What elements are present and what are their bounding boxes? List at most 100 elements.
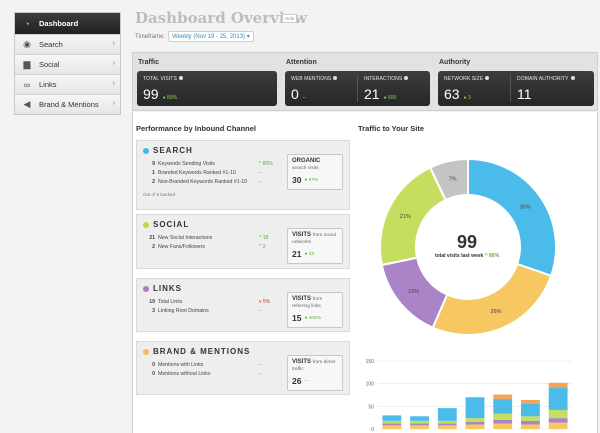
chain-link-icon: ∞ bbox=[23, 79, 31, 90]
bar-segment[interactable] bbox=[382, 420, 402, 424]
channel-card-brand-mentions[interactable]: BRAND & MENTIONS 0 Mentions with Links -- … bbox=[136, 341, 350, 395]
list-item: 1 Branded Keywords Ranked #1-10 -- bbox=[152, 169, 263, 176]
timeframe-label: Timeframe: bbox=[135, 33, 166, 40]
links-visits-box[interactable]: VISITS from referring links 15 ● 400% bbox=[287, 292, 343, 328]
channel-color-dot bbox=[143, 348, 149, 355]
bar-segment[interactable] bbox=[548, 382, 568, 388]
bar-segment[interactable] bbox=[521, 399, 540, 404]
bar-segment[interactable] bbox=[410, 423, 429, 426]
chevron-right-icon: › bbox=[112, 100, 115, 107]
timeframe-dropdown[interactable]: Weekly (Nov 19 - 25, 2013) ▾ bbox=[168, 31, 254, 42]
slice-label: 26% bbox=[491, 309, 502, 315]
channel-card-links[interactable]: LINKS 19 Total Links v 5% 3 Linking Root Do… bbox=[136, 278, 350, 332]
bar-segment[interactable] bbox=[437, 408, 457, 421]
slice-label: 7% bbox=[449, 177, 457, 183]
slice-label: 15% bbox=[408, 289, 419, 295]
donut-slice[interactable] bbox=[467, 157, 557, 278]
direct-visits-box[interactable]: VISITS from direct traffic 26 -- bbox=[287, 355, 343, 391]
sidebar-item-search[interactable]: ◉ Search › bbox=[15, 34, 120, 54]
social-visits-box[interactable]: VISITS from social networks 21 ● 13 bbox=[287, 228, 343, 264]
channel-card-search[interactable]: SEARCH 9 Keywords Sending Visits ^ 80% 1 Br… bbox=[136, 140, 350, 210]
attention-group-label: Attention bbox=[286, 59, 317, 66]
bar-segment[interactable] bbox=[465, 424, 485, 429]
info-icon bbox=[570, 76, 575, 80]
bar-segment[interactable] bbox=[493, 419, 513, 424]
bar-segment[interactable] bbox=[493, 399, 513, 414]
channel-name: LINKS bbox=[153, 284, 182, 293]
metric-delta: ● 600 bbox=[383, 95, 397, 101]
eye-icon: ◉ bbox=[23, 39, 31, 49]
donut-slice[interactable] bbox=[428, 157, 469, 202]
bar-segment[interactable] bbox=[410, 420, 429, 424]
bar-segment[interactable] bbox=[493, 423, 513, 429]
traffic-group-label: Traffic bbox=[138, 59, 160, 66]
info-icon bbox=[404, 76, 409, 80]
domain-authority-cell[interactable]: DOMAIN AUTHORITY 11 bbox=[511, 71, 594, 106]
channel-rows: 0 Mentions with Links -- 0 Mentions without… bbox=[143, 360, 283, 378]
info-icon bbox=[178, 76, 183, 80]
channel-rows: 21 New Social Interactions ^ 18 2 New Fans/… bbox=[143, 233, 283, 251]
metric-delta: ● 80% bbox=[162, 95, 178, 101]
box-value: 15 bbox=[292, 313, 302, 323]
metric-value: 0 bbox=[291, 86, 299, 102]
bar-segment[interactable] bbox=[548, 387, 568, 410]
bar-segment[interactable] bbox=[465, 418, 485, 422]
sidebar-item-label: Dashboard bbox=[39, 19, 79, 28]
total-visits-cell[interactable]: TOTAL VISITS 99 ● 80% bbox=[137, 71, 277, 106]
help-link[interactable]: Help bbox=[282, 14, 298, 23]
web-mentions-cell[interactable]: WEB MENTIONS 0 -- bbox=[285, 71, 357, 106]
sidebar-item-brand-mentions[interactable]: ◀ Brand & Mentions › bbox=[15, 94, 120, 114]
metric-value: 11 bbox=[517, 86, 532, 102]
metric-label: TOTAL VISITS bbox=[143, 76, 177, 82]
sidebar-item-dashboard[interactable]: ◔ Dashboard bbox=[15, 13, 120, 34]
donut-slice[interactable] bbox=[431, 262, 553, 336]
traffic-metric-box: TOTAL VISITS 99 ● 80% bbox=[137, 71, 277, 106]
page-title: Dashboard Overview bbox=[135, 9, 308, 27]
bar-segment[interactable] bbox=[521, 420, 540, 425]
chevron-down-icon: ▾ bbox=[246, 34, 250, 40]
bar-segment[interactable] bbox=[437, 425, 457, 429]
channel-color-dot bbox=[143, 285, 149, 292]
total-visits-label: total visits last week bbox=[434, 253, 484, 259]
bar-segment[interactable] bbox=[437, 420, 457, 424]
bar-segment[interactable] bbox=[382, 423, 402, 426]
bar-segment[interactable] bbox=[465, 397, 485, 419]
bar-segment[interactable] bbox=[548, 409, 568, 419]
bar-segment[interactable] bbox=[521, 416, 540, 421]
bar-segment[interactable] bbox=[548, 418, 568, 423]
metric-delta: ● 3 bbox=[463, 95, 471, 101]
bar-segment[interactable] bbox=[493, 413, 513, 420]
slice-label: 30% bbox=[520, 204, 531, 210]
sidebar-item-label: Brand & Mentions bbox=[39, 100, 99, 109]
bar-segment[interactable] bbox=[410, 425, 429, 429]
bar-segment[interactable] bbox=[493, 394, 513, 400]
organic-visits-box[interactable]: ORGANIC search visits 30 ● 67% bbox=[287, 154, 343, 190]
sidebar-item-social[interactable]: ▆ Social › bbox=[15, 54, 120, 74]
metric-value: 63 bbox=[444, 86, 460, 102]
y-tick-label: 150 bbox=[366, 359, 375, 365]
bar-segment[interactable] bbox=[382, 425, 402, 429]
timeframe-value: Weekly (Nov 19 - 25, 2013) bbox=[172, 34, 246, 40]
metrics-panel: Traffic Attention Authority TOTAL VISITS… bbox=[132, 52, 598, 111]
channel-card-social[interactable]: SOCIAL 21 New Social Interactions ^ 18 2 Ne… bbox=[136, 214, 350, 269]
channel-name: SEARCH bbox=[153, 146, 193, 155]
bar-segment[interactable] bbox=[548, 422, 568, 429]
sidebar-nav: ◔ Dashboard ◉ Search › ▆ Social › ∞ Link… bbox=[14, 12, 121, 115]
sidebar-item-links[interactable]: ∞ Links › bbox=[15, 74, 120, 94]
list-item: 9 Keywords Sending Visits ^ 80% bbox=[152, 160, 273, 167]
bar-segment[interactable] bbox=[437, 423, 457, 426]
network-size-cell[interactable]: NETWORK SIZE 63 ● 3 bbox=[438, 71, 510, 106]
interactions-cell[interactable]: INTERACTIONS 21 ● 600 bbox=[358, 71, 430, 106]
bar-segment[interactable] bbox=[521, 424, 540, 429]
metric-delta: -- bbox=[302, 95, 307, 101]
bar-segment[interactable] bbox=[410, 416, 429, 421]
bar-segment[interactable] bbox=[521, 403, 540, 417]
list-item: 0 Mentions without Links -- bbox=[152, 370, 263, 377]
performance-title: Performance by Inbound Channel bbox=[136, 124, 257, 133]
bar-segment[interactable] bbox=[382, 415, 402, 421]
metric-label: NETWORK SIZE bbox=[444, 76, 484, 82]
bar-segment[interactable] bbox=[465, 421, 485, 425]
chevron-right-icon: › bbox=[112, 40, 115, 47]
traffic-title: Traffic to Your Site bbox=[358, 124, 424, 133]
metric-label: DOMAIN AUTHORITY bbox=[517, 76, 569, 82]
